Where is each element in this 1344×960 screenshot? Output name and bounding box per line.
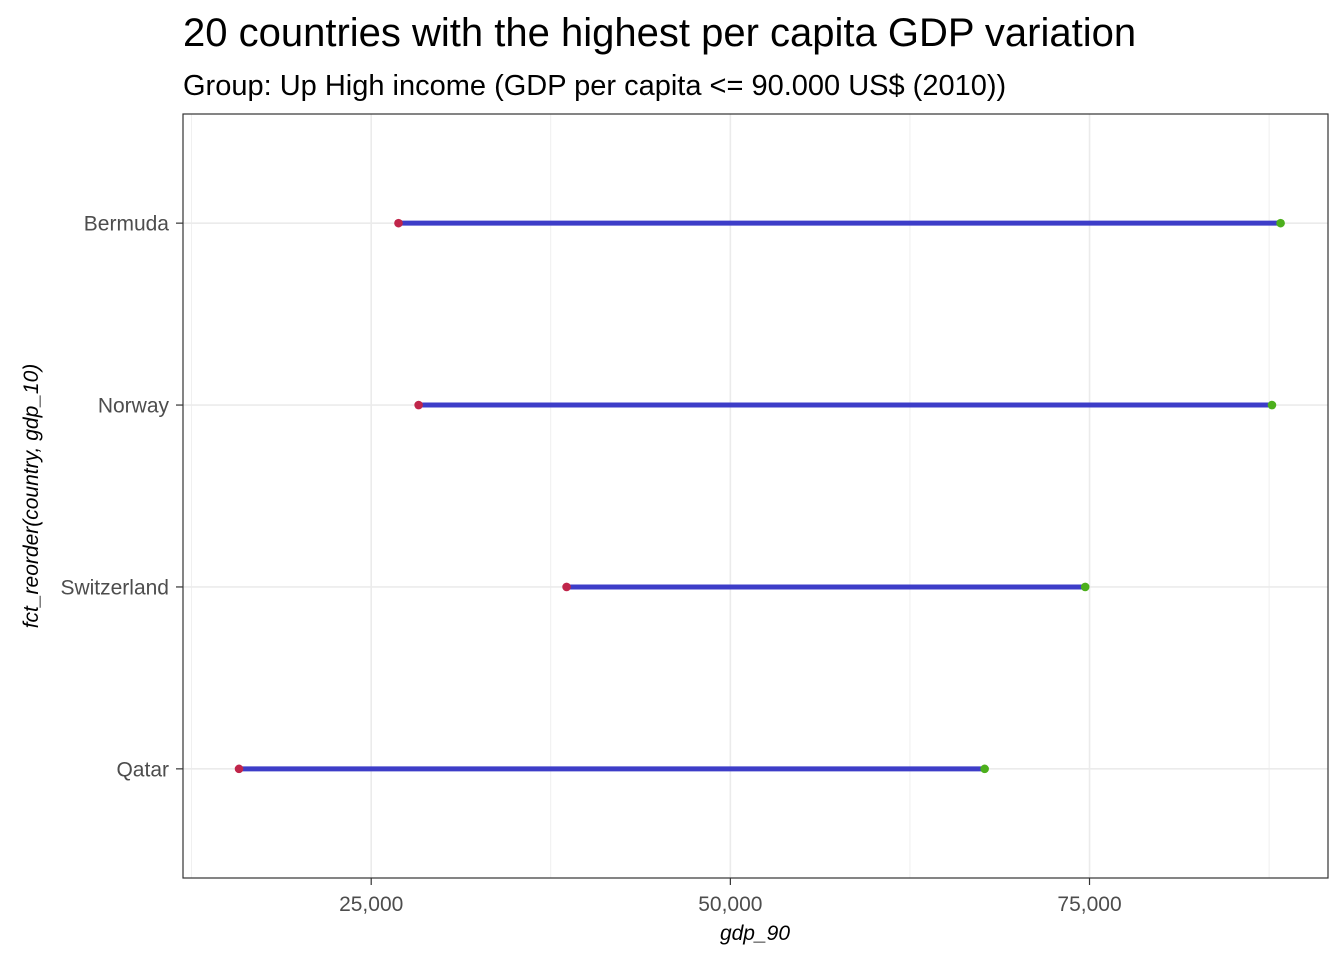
start-point-norway	[414, 400, 423, 410]
axes: 25,000 50,000 75,000 Qatar Switzerland Norway…	[60, 213, 1121, 916]
x-axis-title: gdp_90	[720, 922, 790, 945]
start-point-switzerland	[562, 582, 571, 592]
chart-subtitle: Group: Up High income (GDP per capita <=…	[183, 70, 1006, 102]
x-tick-label: 25,000	[339, 893, 403, 916]
x-tick-label: 75,000	[1057, 893, 1121, 916]
y-tick-label-bermuda: Bermuda	[84, 213, 170, 236]
x-tick-label: 50,000	[698, 893, 762, 916]
start-point-qatar	[234, 764, 244, 774]
chart-title: 20 countries with the highest per capita…	[183, 11, 1136, 55]
end-point-switzerland	[1080, 582, 1090, 592]
grid-lines	[183, 114, 1328, 878]
y-tick-label-qatar: Qatar	[116, 758, 169, 781]
dumbbell-marks	[234, 218, 1285, 774]
y-axis-title: fct_reorder(country, gdp_10)	[20, 364, 43, 629]
start-point-bermuda	[394, 218, 403, 228]
end-point-bermuda	[1276, 218, 1285, 228]
end-point-qatar	[980, 764, 989, 774]
end-point-norway	[1267, 400, 1277, 410]
panel-border	[182, 113, 1329, 879]
y-tick-label-switzerland: Switzerland	[60, 576, 169, 599]
y-tick-label-norway: Norway	[98, 395, 170, 418]
